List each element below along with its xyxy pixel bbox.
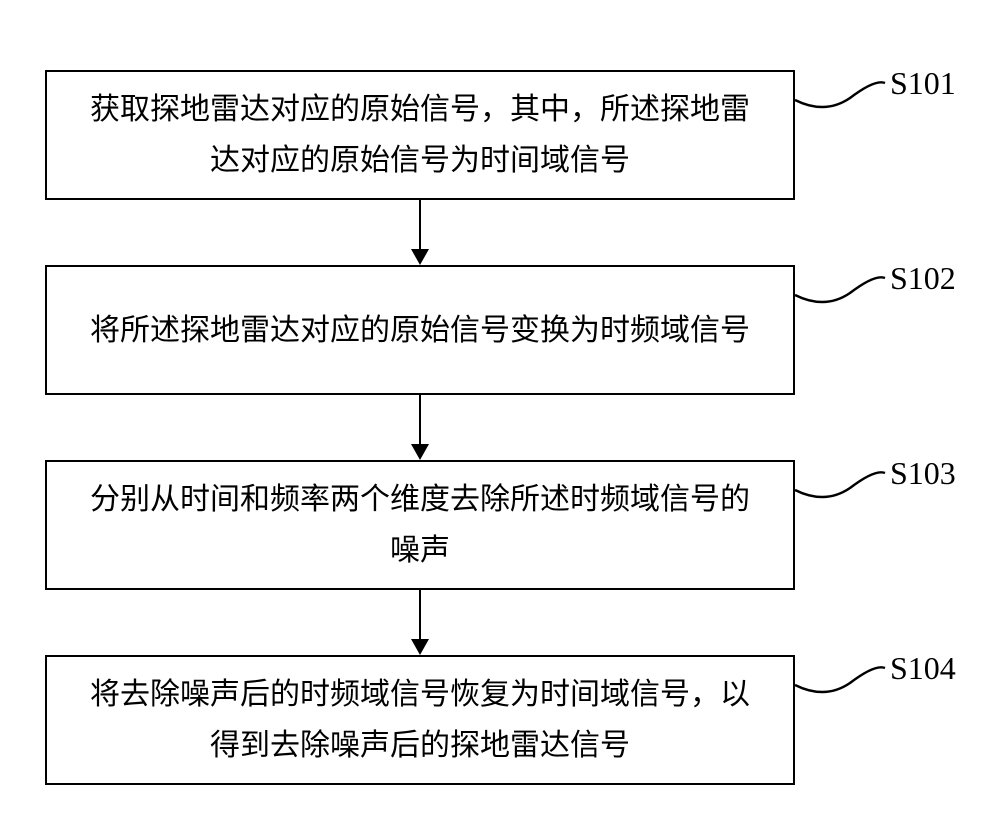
label-text: S102 xyxy=(890,260,956,296)
step-label-s103: S103 xyxy=(890,455,956,492)
arrow-2 xyxy=(418,395,422,460)
arrow-line xyxy=(419,200,422,249)
arrow-line xyxy=(419,395,422,444)
label-text: S103 xyxy=(890,455,956,491)
arrow-head-icon xyxy=(411,249,429,265)
arrow-head-icon xyxy=(411,639,429,655)
step-label-s101: S101 xyxy=(890,65,956,102)
step-label-s104: S104 xyxy=(890,650,956,687)
connector-curve-s103 xyxy=(795,455,890,510)
label-text: S101 xyxy=(890,65,956,101)
arrow-3 xyxy=(418,590,422,655)
step-box-s101: 获取探地雷达对应的原始信号，其中，所述探地雷达对应的原始信号为时间域信号 xyxy=(45,70,795,200)
step-label-s102: S102 xyxy=(890,260,956,297)
connector-curve-s104 xyxy=(795,650,890,705)
step-text: 获取探地雷达对应的原始信号，其中，所述探地雷达对应的原始信号为时间域信号 xyxy=(77,84,763,186)
connector-curve-s102 xyxy=(795,260,890,315)
arrow-1 xyxy=(418,200,422,265)
step-text: 分别从时间和频率两个维度去除所述时频域信号的噪声 xyxy=(77,474,763,576)
arrow-head-icon xyxy=(411,444,429,460)
step-box-s103: 分别从时间和频率两个维度去除所述时频域信号的噪声 xyxy=(45,460,795,590)
connector-curve-s101 xyxy=(795,65,890,120)
step-text: 将去除噪声后的时频域信号恢复为时间域信号，以得到去除噪声后的探地雷达信号 xyxy=(77,669,763,771)
step-text: 将所述探地雷达对应的原始信号变换为时频域信号 xyxy=(90,305,750,356)
arrow-line xyxy=(419,590,422,639)
label-text: S104 xyxy=(890,650,956,686)
step-box-s102: 将所述探地雷达对应的原始信号变换为时频域信号 xyxy=(45,265,795,395)
step-box-s104: 将去除噪声后的时频域信号恢复为时间域信号，以得到去除噪声后的探地雷达信号 xyxy=(45,655,795,785)
flowchart-container: 获取探地雷达对应的原始信号，其中，所述探地雷达对应的原始信号为时间域信号 S10… xyxy=(0,35,1000,827)
